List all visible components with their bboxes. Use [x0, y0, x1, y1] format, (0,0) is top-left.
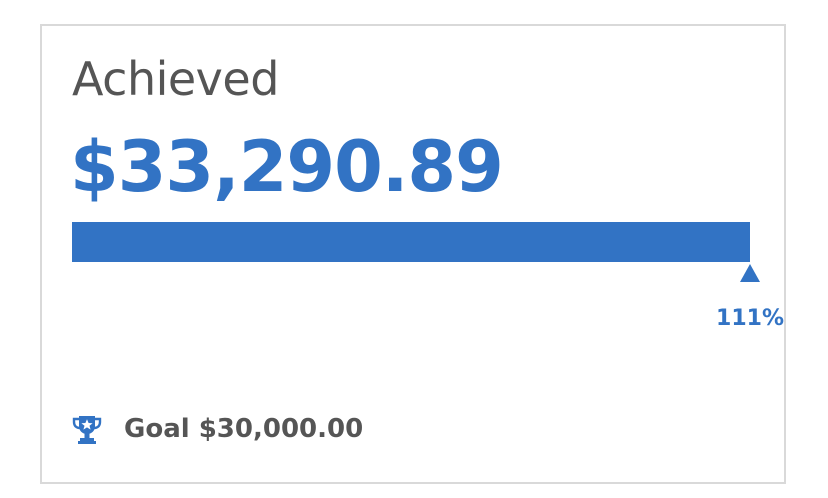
- card-title: Achieved: [72, 52, 279, 106]
- goal-label: Goal $30,000.00: [124, 414, 364, 444]
- progress-percent: 111%: [716, 306, 784, 331]
- achieved-amount: $33,290.89: [70, 126, 504, 208]
- progress-bar: [72, 222, 750, 262]
- trophy-icon: [72, 413, 102, 445]
- goal-row: Goal $30,000.00: [72, 412, 363, 446]
- progress-marker-icon: [740, 264, 760, 282]
- progress-bar-fill: [72, 222, 750, 262]
- goal-progress-card: Achieved $33,290.89 111% Goal $30,000.00: [40, 24, 786, 484]
